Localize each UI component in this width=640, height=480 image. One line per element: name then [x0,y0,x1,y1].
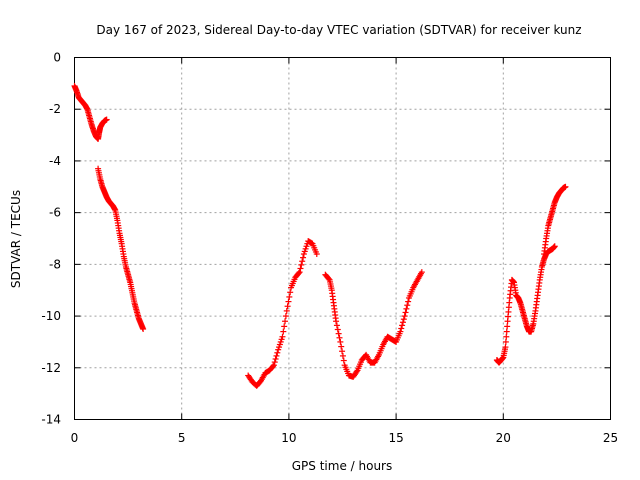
y-tick-label: -2 [49,102,61,116]
data-point [334,326,341,333]
series-segment-1 [71,82,110,142]
data-point [274,349,281,356]
data-point [403,305,410,312]
y-tick-labels: 0 -2 -4 -6 -8 -10 -12 -14 [41,51,61,427]
data-point [282,313,289,320]
x-tick-label: 20 [496,431,511,445]
data-point [287,289,294,296]
y-tick-label: 0 [53,51,61,65]
series-segment-5 [493,243,558,366]
plot-frame [74,57,611,420]
data-point [503,328,510,335]
series-segment-3 [245,238,320,389]
data-point [279,333,286,340]
data-point [504,323,511,330]
data-point [405,298,412,305]
data-point [340,357,347,364]
data-point [333,322,340,329]
data-point [296,269,303,276]
data-point [325,275,332,282]
x-tick-label: 10 [281,431,296,445]
data-point [339,348,346,355]
data-point [298,261,305,268]
data-point [339,352,346,359]
data-point [502,344,509,351]
data-point [402,309,409,316]
data-point [282,318,289,325]
y-tick-label: -12 [41,361,61,375]
y-tick-label: -6 [49,206,61,220]
data-point [399,319,406,326]
data-point [401,313,408,320]
data-point [418,269,425,276]
data-point [286,293,293,300]
data-point [273,352,280,359]
data-point [299,258,306,265]
data-point [297,265,304,272]
data-point [300,254,307,261]
data-point [551,243,558,250]
y-axis-label: SDTVAR / TECUs [9,190,23,288]
data-point [503,333,510,340]
data-point [397,328,404,335]
series-segment-6 [541,183,569,258]
x-tick-labels: 0 5 10 15 20 25 [71,431,618,445]
data-point [284,303,291,310]
data-point [338,343,345,350]
x-tick-label: 0 [71,431,79,445]
data-point [337,338,344,345]
data-point [398,325,405,332]
data-point [283,307,290,314]
x-tick-label: 5 [178,431,186,445]
y-tick-label: -14 [41,413,61,427]
data-point [502,338,509,345]
data-point [333,318,340,325]
y-tick-label: -4 [49,154,61,168]
x-axis-label: GPS time / hours [292,459,393,473]
data-point [103,116,110,123]
data-point [562,183,569,190]
data-point [272,355,279,362]
data-point [270,363,277,370]
data-point [281,323,288,330]
data-point [295,270,302,277]
series-segment-4 [322,269,425,380]
data-point [285,298,292,305]
data-point [271,359,278,366]
data-point [400,316,407,323]
data-point [313,251,320,258]
y-tick-label: -8 [49,257,61,271]
y-tick-label: -10 [41,309,61,323]
data-point [353,368,360,375]
axis-ticks [74,57,611,420]
data-point [270,362,277,369]
data-points [71,82,569,389]
data-point [280,328,287,335]
data-point [335,330,342,337]
data-point [399,322,406,329]
data-point [404,302,411,309]
series-segment-2 [95,165,147,332]
x-tick-label: 25 [603,431,618,445]
data-point [336,334,343,341]
data-point [140,326,147,332]
x-tick-label: 15 [388,431,403,445]
chart-title: Day 167 of 2023, Sidereal Day-to-day VTE… [96,23,581,37]
